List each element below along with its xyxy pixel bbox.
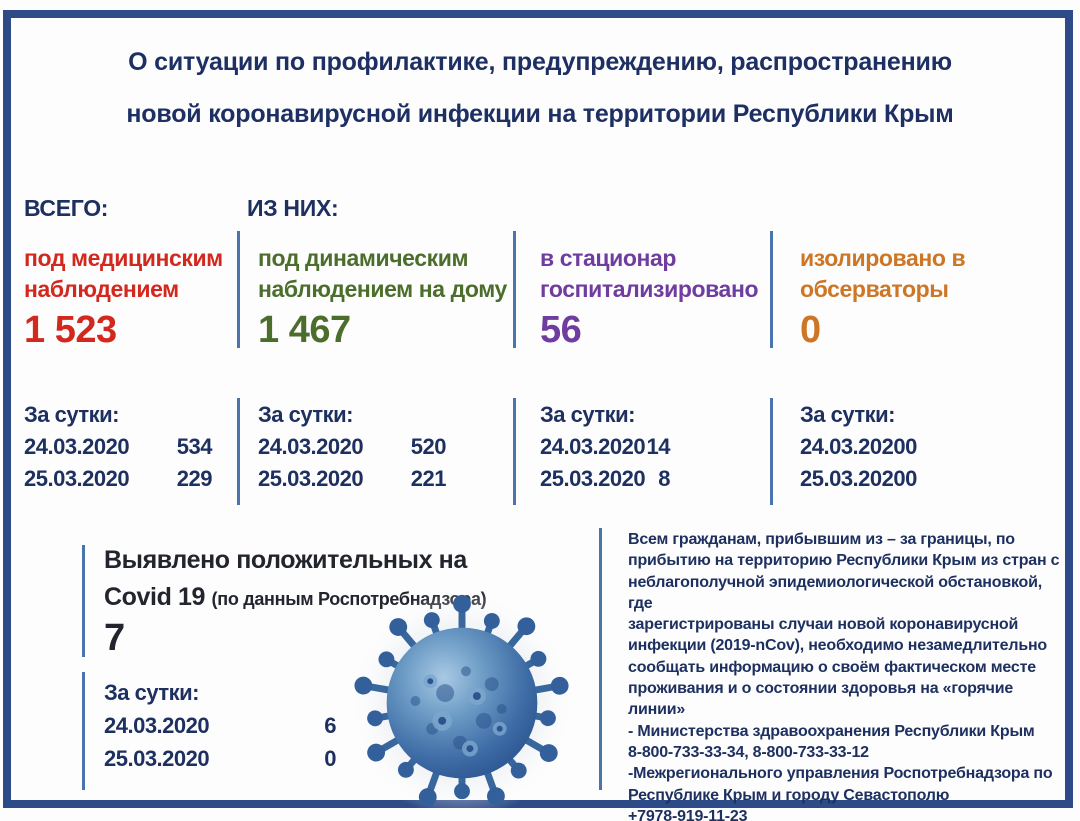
daily-row: 25.03.2020 8 bbox=[540, 463, 670, 495]
daily-value: 520 bbox=[410, 434, 447, 459]
daily-date: 25.03.2020 bbox=[800, 466, 906, 491]
covid-positives-block: Выявлено положительных на Covid 19 (по д… bbox=[104, 546, 524, 659]
stat-column-isolated: изолировано в обсерваторы 0 bbox=[800, 243, 1010, 349]
daily-value: 221 bbox=[410, 466, 447, 491]
daily-row: 24.03.2020 0 bbox=[800, 431, 917, 463]
stat-column-medical-observation: под медицинским наблюдением 1 523 bbox=[24, 243, 239, 349]
stat-value: 1 523 bbox=[24, 309, 117, 351]
column-divider bbox=[770, 398, 773, 505]
daily-row: 24.03.2020 534 bbox=[24, 431, 213, 463]
column-divider bbox=[237, 398, 240, 505]
daily-stats-home-observation: За сутки: 24.03.2020 520 25.03.2020 221 bbox=[258, 399, 447, 495]
daily-row: 25.03.2020 0 bbox=[104, 742, 336, 775]
page-title-line2: новой коронавирусной инфекции на террито… bbox=[126, 100, 954, 128]
daily-stats-isolated: За сутки: 24.03.2020 0 25.03.2020 0 bbox=[800, 399, 917, 495]
stat-value: 0 bbox=[800, 309, 821, 351]
stat-label: под медицинским наблюдением bbox=[24, 245, 223, 302]
column-divider bbox=[513, 398, 516, 505]
daily-stats-hospitalized: За сутки: 24.03.2020 14 25.03.2020 8 bbox=[540, 399, 671, 495]
column-divider bbox=[513, 231, 516, 348]
daily-date: 25.03.2020 bbox=[540, 466, 646, 491]
daily-row: 25.03.2020 229 bbox=[24, 463, 213, 495]
daily-value: 229 bbox=[176, 466, 213, 491]
page-title: О ситуации по профилактике, предупрежден… bbox=[40, 50, 1040, 127]
stat-label: под динамическим наблюдением на дому bbox=[258, 245, 507, 302]
daily-title: За сутки: bbox=[540, 402, 636, 427]
daily-row: 24.03.2020 14 bbox=[540, 431, 671, 463]
daily-date: 24.03.2020 bbox=[104, 713, 210, 738]
daily-date: 24.03.2020 bbox=[800, 434, 906, 459]
daily-row: 24.03.2020 6 bbox=[104, 709, 336, 742]
stat-column-home-observation: под динамическим наблюдением на дому 1 4… bbox=[258, 243, 510, 349]
coronavirus-icon bbox=[346, 587, 578, 819]
accent-line bbox=[82, 672, 85, 790]
section-label-total: ВСЕГО: bbox=[24, 195, 109, 221]
daily-date: 25.03.2020 bbox=[24, 466, 130, 491]
covid-label: Covid 19 bbox=[104, 582, 212, 611]
daily-date: 24.03.2020 bbox=[24, 434, 130, 459]
stat-label: изолировано в обсерваторы bbox=[800, 245, 966, 302]
daily-date: 24.03.2020 bbox=[540, 434, 646, 459]
stat-label: в стационар госпитализировано bbox=[540, 245, 759, 302]
daily-value: 0 bbox=[905, 466, 917, 491]
positives-heading: Выявлено положительных на bbox=[104, 546, 467, 574]
daily-date: 25.03.2020 bbox=[104, 746, 210, 771]
daily-title: За сутки: bbox=[104, 680, 200, 705]
daily-stats-positives: За сутки: 24.03.2020 6 25.03.2020 0 bbox=[104, 676, 336, 775]
column-divider bbox=[770, 231, 773, 348]
positives-value: 7 bbox=[104, 617, 126, 659]
daily-value: 8 bbox=[658, 466, 670, 491]
stat-column-hospitalized: в стационар госпитализировано 56 bbox=[540, 243, 768, 349]
page-title-line1: О ситуации по профилактике, предупрежден… bbox=[128, 48, 952, 76]
daily-value: 0 bbox=[324, 746, 336, 771]
stat-value: 1 467 bbox=[258, 309, 351, 351]
accent-line bbox=[599, 528, 602, 790]
daily-date: 24.03.2020 bbox=[258, 434, 364, 459]
section-label-of-them: ИЗ НИХ: bbox=[247, 195, 339, 221]
daily-title: За сутки: bbox=[24, 402, 120, 427]
daily-row: 24.03.2020 520 bbox=[258, 431, 447, 463]
daily-date: 25.03.2020 bbox=[258, 466, 364, 491]
daily-title: За сутки: bbox=[800, 402, 896, 427]
stat-value: 56 bbox=[540, 309, 582, 351]
daily-value: 0 bbox=[905, 434, 917, 459]
daily-title: За сутки: bbox=[258, 402, 354, 427]
column-divider bbox=[237, 231, 240, 348]
advisory-text: Всем гражданам, прибывшим из – за границ… bbox=[628, 531, 1060, 821]
daily-row: 25.03.2020 221 bbox=[258, 463, 447, 495]
daily-value: 6 bbox=[324, 713, 336, 738]
daily-stats-medical-observation: За сутки: 24.03.2020 534 25.03.2020 229 bbox=[24, 399, 213, 495]
daily-value: 14 bbox=[646, 434, 671, 459]
daily-value: 534 bbox=[176, 434, 213, 459]
daily-row: 25.03.2020 0 bbox=[800, 463, 917, 495]
accent-line bbox=[82, 545, 85, 657]
